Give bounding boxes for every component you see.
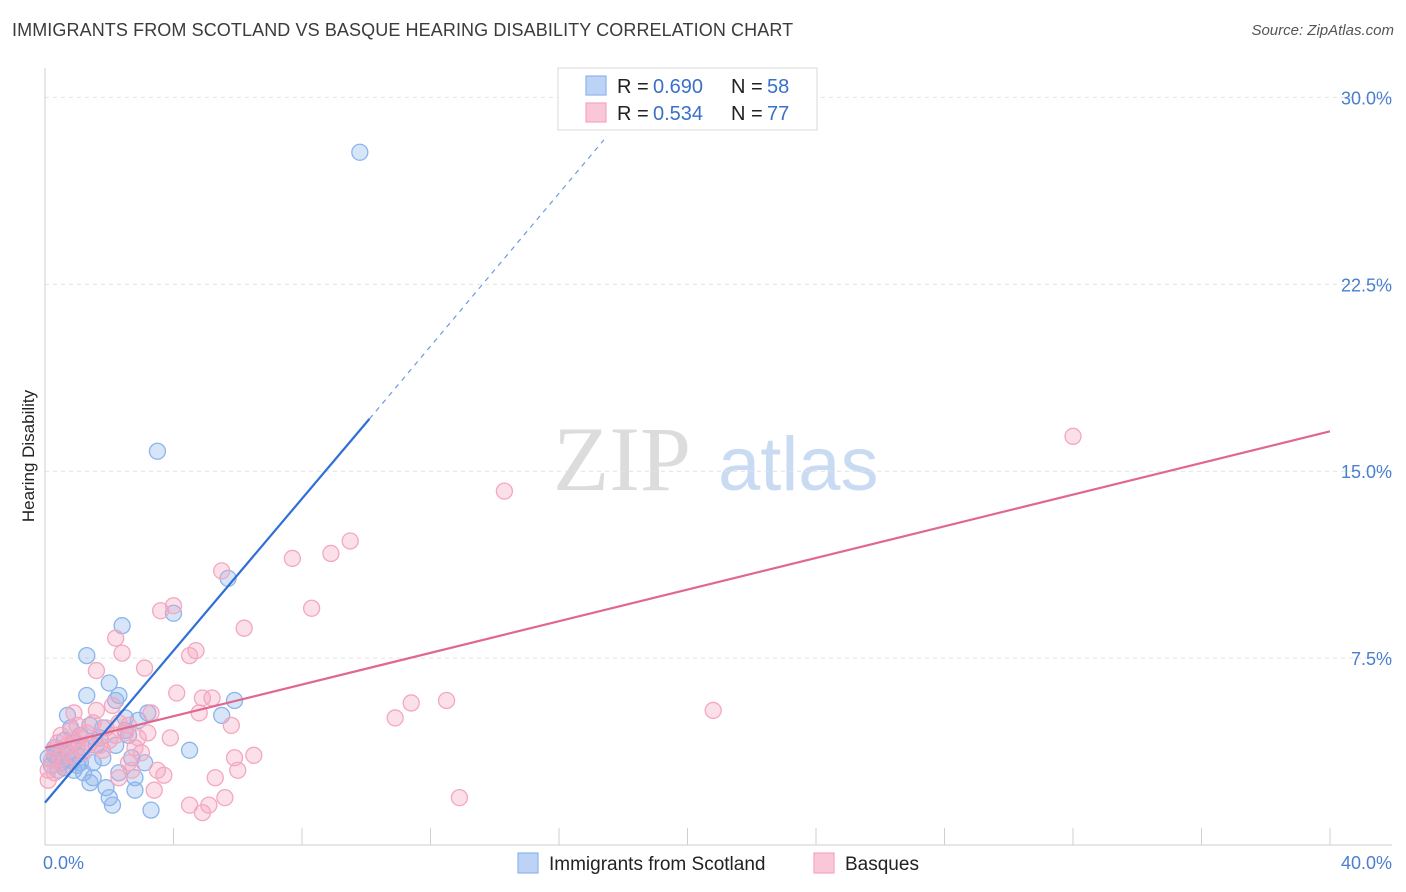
legend-n-value-1: 58 <box>767 76 789 98</box>
watermark-atlas: atlas <box>718 422 879 507</box>
basques-point <box>704 701 722 720</box>
y-tick-label: 15.0% <box>1341 462 1392 482</box>
basques-point <box>450 789 469 807</box>
basques-point <box>235 619 253 637</box>
scotland-point <box>110 686 128 705</box>
basques-point <box>139 724 157 742</box>
scotland-point <box>142 801 160 819</box>
basques-point <box>74 744 93 762</box>
basques-point <box>322 544 340 563</box>
legend-swatch-basques <box>585 102 607 123</box>
legend-n-value-2: 77 <box>767 103 789 125</box>
basques-point <box>103 696 122 715</box>
y-tick-labels: 7.5% 15.0% 22.5% 30.0% <box>1341 88 1392 669</box>
trend-lines <box>44 139 1331 804</box>
basques-point <box>151 602 170 620</box>
basques-point <box>123 761 141 779</box>
basques-point <box>142 704 160 722</box>
scotland-point <box>351 143 369 161</box>
basques-point <box>87 661 106 680</box>
y-tick-label: 30.0% <box>1341 88 1392 108</box>
x-tick-labels: 0.0% 40.0% <box>43 853 1392 873</box>
scotland-point <box>84 769 102 787</box>
basques-point <box>107 629 125 647</box>
bottom-legend-swatch-scotland <box>517 852 539 874</box>
basques-point <box>341 532 359 550</box>
series-legend: Immigrants from Scotland Basques <box>517 852 919 875</box>
basques-point <box>94 741 112 759</box>
basques-point <box>206 769 224 787</box>
y-tick-label: 7.5% <box>1351 649 1392 669</box>
basques-point <box>55 756 73 774</box>
scotland-point <box>107 691 125 710</box>
basques-point <box>168 684 186 702</box>
scotland-point <box>81 774 99 792</box>
x-tick-label: 0.0% <box>43 853 84 873</box>
legend-r-value-2: 0.534 <box>653 103 703 125</box>
basques-point <box>495 482 514 500</box>
basques-point <box>1064 427 1082 445</box>
basques-point <box>283 549 302 568</box>
basques-point <box>229 761 247 779</box>
legend-r-label-2: R = <box>617 103 649 125</box>
scotland-point <box>148 442 167 460</box>
basques-point <box>110 769 128 787</box>
y-tick-label: 22.5% <box>1341 275 1392 295</box>
basques-point <box>155 766 173 784</box>
gridlines <box>45 96 1392 659</box>
scotland-point <box>100 674 118 692</box>
watermark: ZIP atlas <box>553 408 879 510</box>
bottom-legend-scotland: Immigrants from Scotland <box>549 854 765 875</box>
scotland-point <box>97 779 115 797</box>
basques-point <box>87 701 106 720</box>
scotland-point <box>180 741 199 759</box>
basques-point <box>222 716 240 735</box>
basques-point <box>193 689 212 707</box>
basques-point <box>135 659 154 677</box>
basques-point <box>65 704 83 722</box>
scotland-point <box>78 686 96 705</box>
basques-point <box>132 744 151 762</box>
basques-point <box>200 796 218 814</box>
scotland-point <box>123 749 141 767</box>
legend-n-label-1: N = <box>731 76 763 98</box>
basques-point <box>402 694 420 712</box>
basques-point <box>113 644 131 662</box>
basques-point <box>386 709 404 727</box>
bottom-legend-basques: Basques <box>845 854 919 875</box>
chart-title: IMMIGRANTS FROM SCOTLAND VS BASQUE HEARI… <box>12 20 794 40</box>
basques-point <box>213 562 231 580</box>
watermark-zip: ZIP <box>553 408 691 510</box>
basques-point <box>437 691 456 710</box>
legend-n-label-2: N = <box>731 103 763 125</box>
legend-r-label-1: R = <box>617 76 649 98</box>
scotland-trend-extension <box>369 139 605 420</box>
legend-swatch-scotland <box>585 75 607 96</box>
legend-r-value-1: 0.690 <box>653 76 703 98</box>
basques-point <box>302 599 321 617</box>
basques-point <box>164 597 183 615</box>
basques-point <box>161 729 179 747</box>
bottom-legend-swatch-basques <box>813 852 835 874</box>
scotland-trend-line <box>44 418 371 804</box>
basques-point <box>187 641 205 660</box>
axes <box>44 68 1392 846</box>
basques-point <box>245 746 263 764</box>
y-axis-label: Hearing Disability <box>19 389 38 522</box>
basques-point <box>203 689 221 707</box>
basques-point <box>216 789 234 807</box>
basques-point <box>180 796 199 814</box>
scotland-point <box>126 781 144 799</box>
basques-trend-line <box>44 430 1331 749</box>
x-tick-label: 40.0% <box>1341 853 1392 873</box>
source-label: Source: ZipAtlas.com <box>1251 22 1394 39</box>
x-ticks <box>173 828 1331 845</box>
scotland-point <box>103 796 122 814</box>
scotland-point <box>78 646 96 665</box>
correlation-legend: R = 0.690 N = 58 R = 0.534 N = 77 <box>557 67 818 131</box>
basques-point <box>145 781 163 799</box>
